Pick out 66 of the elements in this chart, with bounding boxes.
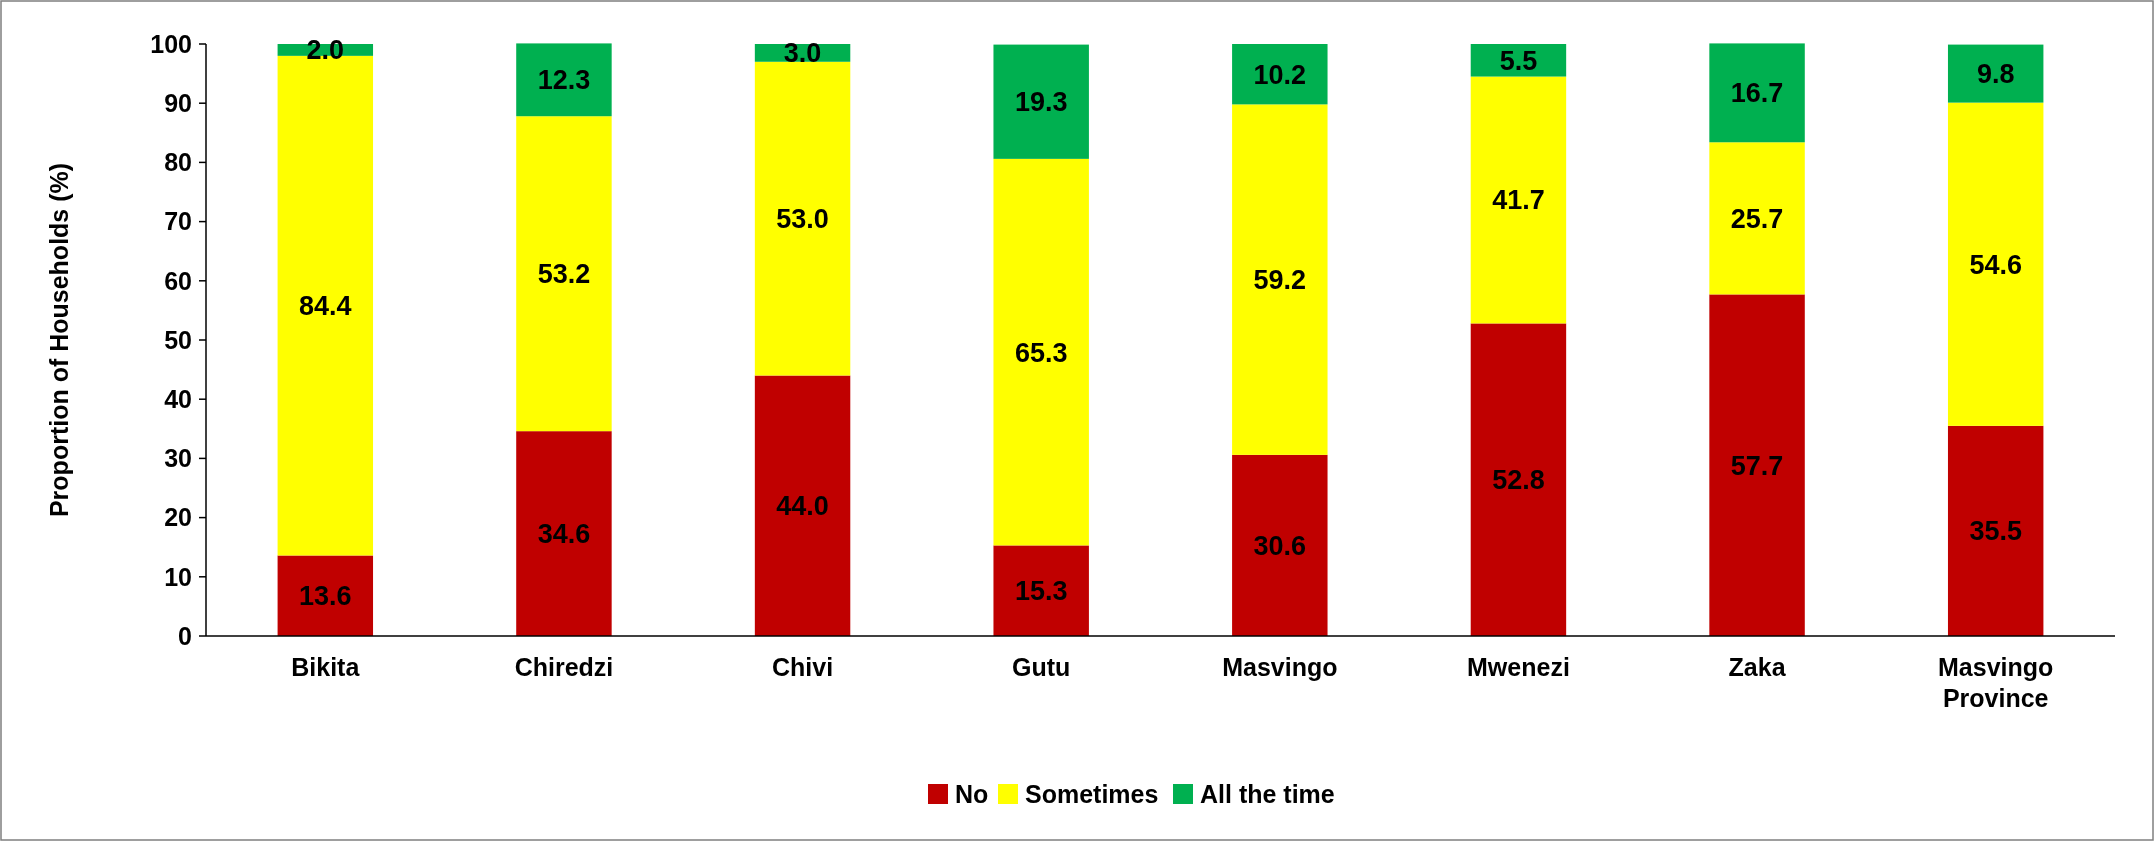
y-tick-label: 40 — [164, 384, 192, 413]
bar — [516, 431, 612, 636]
x-tick-label: Chiredzi — [514, 653, 614, 681]
y-axis-title: Proportion of Households (%) — [45, 162, 73, 518]
bar — [1232, 44, 1328, 105]
data-label: 57.7 — [1730, 450, 1784, 481]
data-label: 30.6 — [1253, 530, 1307, 561]
bar — [754, 375, 851, 636]
bar — [1709, 294, 1805, 636]
data-label: 3.0 — [783, 38, 822, 69]
bar — [516, 116, 612, 432]
data-label: 13.6 — [299, 581, 352, 612]
x-tick-label: Bikita — [291, 653, 361, 681]
legend-label: All the time — [1200, 779, 1335, 808]
bar — [993, 44, 1089, 159]
data-label: 16.7 — [1730, 78, 1784, 109]
data-label: 35.5 — [1969, 516, 2022, 547]
data-label: 53.2 — [537, 259, 591, 290]
bar — [1232, 454, 1328, 636]
x-tick-label: Chivi — [772, 653, 834, 681]
data-label: 44.0 — [776, 491, 829, 522]
y-tick-label: 60 — [164, 266, 192, 295]
bar — [1709, 43, 1805, 143]
bar — [1470, 76, 1567, 324]
legend-label: No — [955, 779, 989, 808]
bar — [754, 61, 851, 376]
bar — [1470, 323, 1567, 636]
y-tick-label: 20 — [164, 503, 192, 532]
data-label: 41.7 — [1492, 185, 1545, 216]
y-tick-label: 10 — [164, 562, 192, 591]
data-label: 12.3 — [537, 65, 591, 96]
data-label: 54.6 — [1969, 249, 2022, 280]
y-tick-label: 0 — [178, 621, 192, 650]
data-label: 84.4 — [299, 291, 352, 322]
x-tick-label: Masvingo Province — [1938, 653, 2054, 712]
data-label: 53.0 — [776, 204, 829, 235]
x-tick-label: Mwenezi — [1467, 653, 1570, 681]
data-label: 5.5 — [1499, 45, 1538, 76]
y-tick-label: 50 — [164, 325, 192, 354]
data-label: 25.7 — [1730, 203, 1784, 234]
x-tick-label: Gutu — [1012, 653, 1071, 681]
data-label: 9.8 — [1976, 59, 2015, 90]
x-tick-label: Masvingo — [1222, 653, 1338, 681]
bar — [1947, 44, 2044, 103]
y-tick-label: 30 — [164, 444, 192, 473]
legend-label: Sometimes — [1025, 779, 1159, 808]
bar — [1947, 102, 2044, 426]
data-label: 34.6 — [537, 519, 591, 550]
data-label: 10.2 — [1253, 59, 1307, 90]
bar — [516, 43, 612, 117]
bar — [1709, 142, 1805, 295]
data-label: 65.3 — [1014, 337, 1068, 368]
bar — [277, 555, 374, 636]
data-label: 19.3 — [1014, 87, 1068, 118]
y-tick-label: 70 — [164, 207, 192, 236]
data-label: 15.3 — [1014, 576, 1068, 607]
bar — [993, 158, 1089, 546]
y-tick-label: 90 — [164, 88, 192, 117]
data-label: 52.8 — [1492, 465, 1545, 496]
x-tick-label: Zaka — [1728, 653, 1787, 681]
data-label: 59.2 — [1253, 265, 1307, 296]
bar — [1947, 425, 2044, 636]
y-tick-label: 80 — [164, 148, 192, 177]
y-tick-label: 100 — [150, 29, 192, 58]
bar — [1232, 104, 1328, 455]
bar — [993, 545, 1089, 636]
